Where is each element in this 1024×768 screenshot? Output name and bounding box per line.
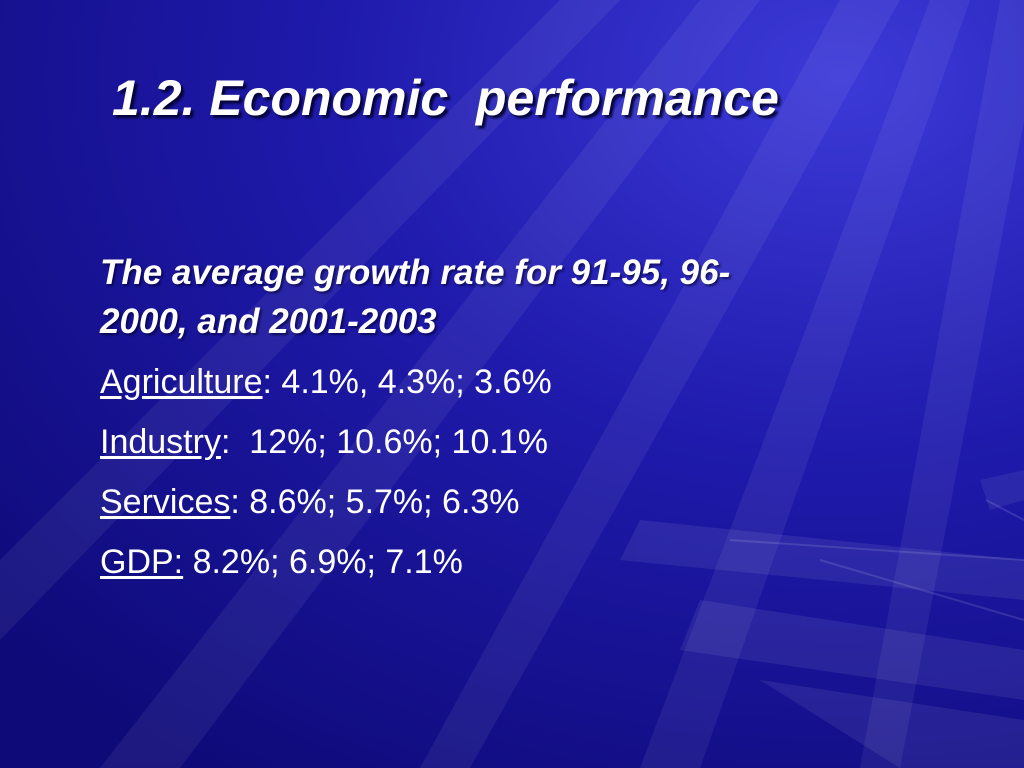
gdp-row: GDP: 8.2%; 6.9%; 7.1%: [100, 538, 900, 586]
growth-rate-heading: The average growth rate for 91-95, 96- 2…: [100, 248, 900, 346]
heading-line-2: 2000, and 2001-2003: [100, 302, 437, 341]
slide-title: 1.2. Economic performance: [112, 70, 779, 126]
gdp-label: GDP:: [100, 543, 184, 581]
industry-label: Industry: [100, 423, 221, 461]
slide-body: The average growth rate for 91-95, 96- 2…: [100, 248, 900, 586]
heading-line-1: The average growth rate for 91-95, 96-: [100, 253, 731, 292]
agriculture-values: : 4.1%, 4.3%; 3.6%: [262, 363, 552, 401]
services-label: Services: [100, 483, 231, 521]
industry-values: : 12%; 10.6%; 10.1%: [220, 423, 548, 461]
agriculture-row: Agriculture: 4.1%, 4.3%; 3.6%: [100, 358, 900, 406]
agriculture-label: Agriculture: [100, 363, 263, 401]
services-values: : 8.6%; 5.7%; 6.3%: [230, 483, 520, 521]
industry-row: Industry: 12%; 10.6%; 10.1%: [100, 418, 900, 466]
gdp-values: 8.2%; 6.9%; 7.1%: [183, 543, 463, 581]
services-row: Services: 8.6%; 5.7%; 6.3%: [100, 478, 900, 526]
